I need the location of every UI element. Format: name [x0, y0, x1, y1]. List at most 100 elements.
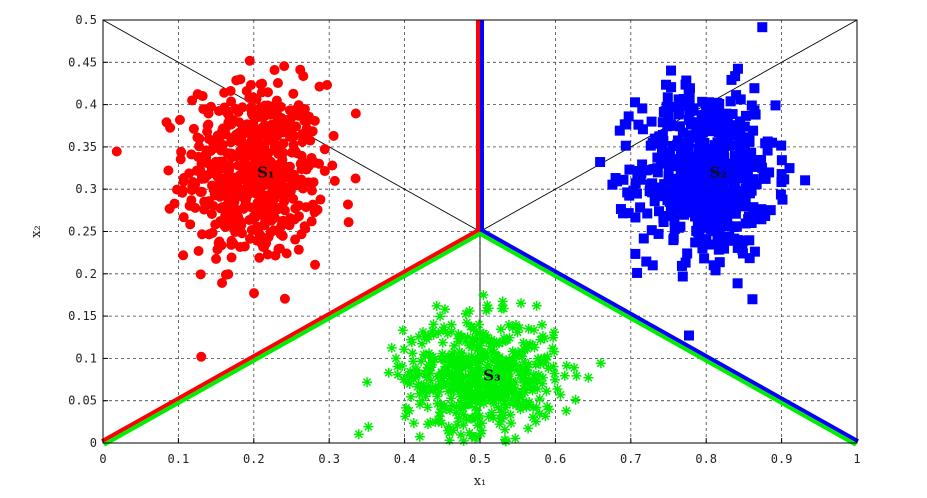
- data-point-s3: [518, 337, 529, 348]
- data-point-s2: [697, 113, 708, 124]
- data-point-s3: [460, 336, 471, 347]
- data-point-s1: [269, 65, 280, 76]
- data-point-s1: [276, 112, 287, 123]
- data-point-s3: [502, 381, 513, 392]
- data-point-s2: [632, 267, 643, 278]
- data-point-s1: [263, 232, 274, 243]
- data-point-s1: [289, 105, 300, 116]
- data-point-s2: [641, 165, 652, 176]
- data-point-s3: [405, 391, 416, 402]
- data-point-s2: [712, 109, 723, 120]
- data-point-s3: [417, 338, 427, 349]
- data-points: [111, 22, 811, 447]
- data-point-s3: [452, 376, 463, 387]
- data-point-s3: [433, 328, 444, 339]
- data-point-s1: [253, 188, 264, 199]
- data-point-s3: [401, 402, 411, 413]
- data-point-s2: [720, 158, 731, 169]
- data-point-s2: [664, 195, 675, 206]
- data-point-s3: [511, 400, 522, 411]
- data-point-s3: [471, 431, 481, 442]
- data-point-s2: [677, 127, 688, 138]
- data-point-s2: [646, 225, 657, 236]
- data-point-s2: [663, 161, 674, 172]
- data-point-s1: [178, 176, 189, 187]
- data-point-s2: [767, 137, 778, 148]
- data-point-s3: [446, 326, 457, 337]
- data-point-s3: [451, 407, 462, 418]
- data-point-s2: [720, 131, 731, 142]
- data-point-s2: [697, 243, 708, 254]
- data-point-s2: [680, 257, 691, 268]
- data-point-s3: [440, 364, 451, 375]
- data-point-s3: [458, 409, 469, 420]
- data-point-s3: [488, 389, 499, 400]
- data-point-s2: [663, 111, 674, 122]
- data-point-s3: [527, 385, 538, 396]
- data-point-s1: [174, 114, 185, 125]
- data-point-s2: [776, 155, 787, 166]
- data-point-s3: [417, 395, 427, 406]
- data-point-s2: [695, 201, 706, 212]
- data-point-s3: [457, 382, 468, 392]
- data-point-s3: [408, 373, 419, 384]
- data-point-s3: [465, 321, 476, 332]
- data-point-s3: [559, 370, 570, 381]
- data-point-s2: [722, 208, 733, 219]
- data-point-s3: [437, 375, 448, 386]
- data-point-s2: [716, 231, 727, 242]
- data-point-s2: [683, 114, 694, 125]
- data-point-s3: [543, 363, 554, 374]
- x-tick-label: 0.6: [545, 452, 567, 466]
- data-point-s1: [308, 177, 319, 188]
- data-point-s3: [439, 322, 449, 333]
- data-point-s2: [633, 119, 644, 130]
- data-point-s2: [723, 234, 734, 245]
- data-point-s3: [453, 329, 464, 340]
- data-point-s2: [749, 246, 760, 257]
- data-point-s3: [466, 430, 477, 441]
- data-point-s3: [462, 332, 473, 343]
- data-point-s3: [497, 337, 508, 348]
- data-point-s2: [689, 117, 700, 128]
- data-point-s3: [512, 327, 523, 338]
- data-point-s3: [515, 401, 526, 412]
- data-point-s1: [314, 81, 325, 92]
- data-point-s2: [733, 196, 744, 207]
- data-point-s2: [716, 204, 727, 215]
- data-point-s1: [111, 146, 122, 157]
- data-point-s3: [535, 359, 546, 369]
- data-point-s2: [744, 253, 755, 264]
- data-point-s3: [523, 359, 534, 370]
- data-point-s2: [677, 173, 688, 184]
- data-point-s2: [683, 330, 694, 341]
- data-point-s1: [269, 142, 280, 153]
- data-point-s2: [654, 206, 665, 217]
- data-point-s2: [624, 190, 635, 201]
- data-point-s1: [194, 133, 205, 144]
- data-point-s2: [732, 63, 743, 74]
- data-point-s3: [487, 375, 498, 386]
- data-point-s3: [440, 304, 450, 315]
- data-point-s3: [548, 332, 559, 343]
- data-point-s2: [706, 195, 717, 206]
- data-point-s1: [178, 212, 189, 223]
- y-tick-label: 0: [90, 436, 97, 450]
- data-point-s3: [495, 324, 506, 335]
- data-point-s1: [296, 158, 307, 169]
- data-point-s2: [666, 82, 677, 93]
- data-point-s3: [505, 409, 516, 420]
- data-point-s2: [637, 103, 648, 114]
- data-point-s2: [729, 177, 740, 188]
- data-point-s3: [407, 348, 418, 359]
- data-point-s2: [682, 205, 693, 216]
- data-point-s1: [244, 215, 255, 226]
- data-point-s3: [464, 340, 475, 351]
- data-point-s1: [265, 156, 276, 167]
- data-point-s3: [402, 377, 413, 388]
- data-point-s3: [570, 394, 581, 405]
- data-point-s2: [738, 235, 749, 246]
- data-point-s2: [701, 99, 712, 110]
- data-point-s3: [549, 327, 559, 338]
